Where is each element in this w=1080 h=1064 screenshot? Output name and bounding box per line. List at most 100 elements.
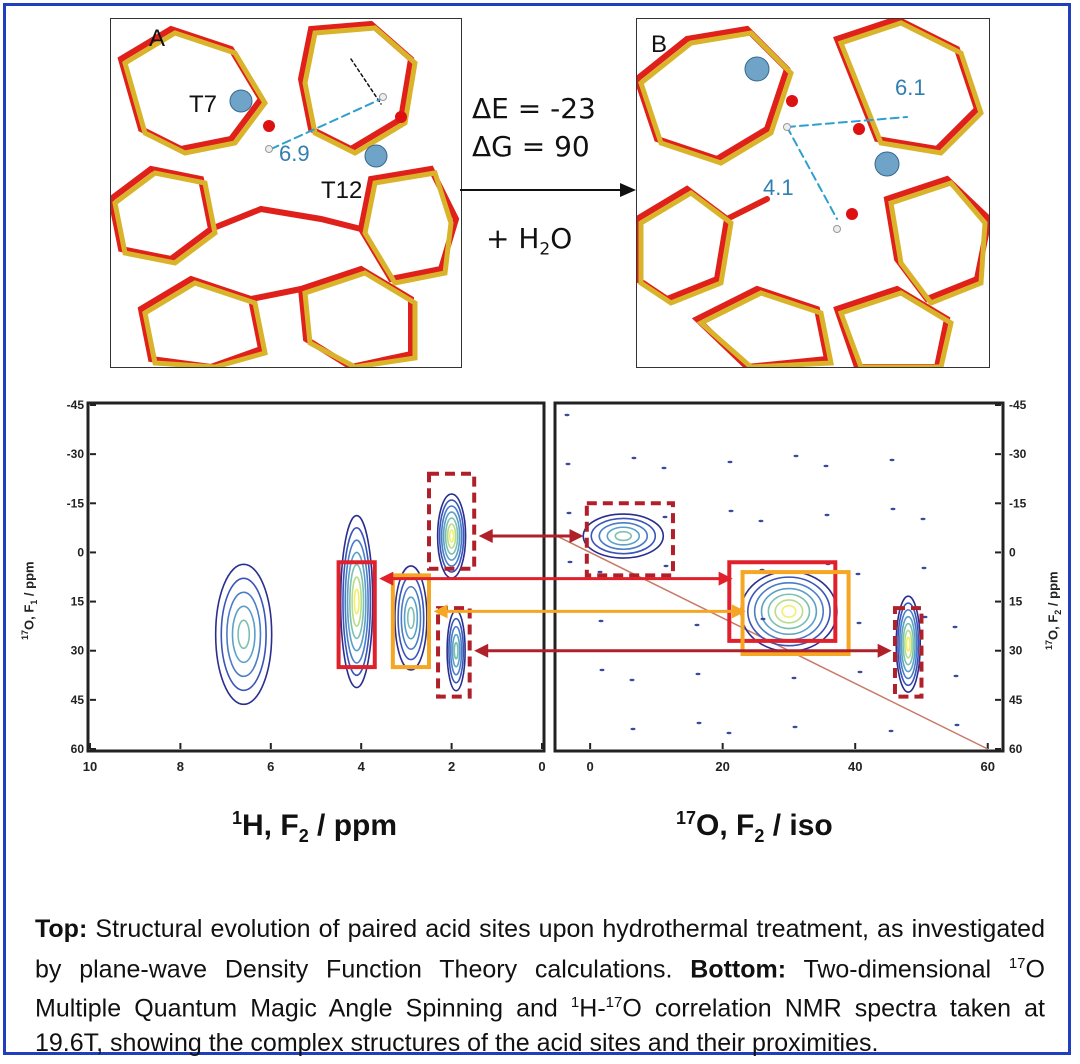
x-axis-title-right: 17O, F2 / iso	[676, 808, 833, 846]
contour-peak	[237, 619, 251, 650]
x-tick-label-right: 20	[715, 759, 729, 774]
y-tick-label-left: 45	[71, 693, 85, 707]
noise-speck	[663, 564, 669, 568]
contour-peak	[606, 526, 641, 546]
contour-peak	[342, 527, 372, 677]
noise-speck	[952, 625, 958, 629]
arrow-bottom-head	[877, 643, 892, 658]
noise-speck	[921, 566, 927, 570]
structure-a-panel: A T7 T12 6.9	[110, 18, 462, 368]
noise-speck	[888, 729, 894, 733]
arrow-bottom-head	[474, 643, 489, 658]
noise-speck	[726, 731, 732, 735]
y-tick-label-right: -45	[1009, 398, 1027, 412]
box-left-top	[427, 471, 477, 571]
contour-peak	[346, 551, 367, 652]
contour-peak	[226, 591, 262, 678]
y-tick-label-left: -30	[67, 447, 85, 461]
x-tick-label-left: 10	[83, 759, 97, 774]
panel-a-label: A	[149, 25, 166, 52]
contour-peak	[403, 596, 419, 640]
caption-bottom-label: Bottom:	[690, 954, 787, 983]
y-tick-label-left: -45	[67, 398, 85, 412]
contour-peak	[214, 563, 273, 706]
y-tick-label-left: -15	[67, 496, 85, 510]
reaction-arrow	[460, 183, 636, 197]
contour-peak	[353, 588, 360, 615]
contour-peak	[898, 609, 918, 680]
contour-peak	[220, 577, 267, 692]
site-t12-label: T12	[321, 177, 363, 204]
figure-caption: Top: Structural evolution of paired acid…	[35, 915, 1045, 1058]
contour-peak	[231, 605, 256, 664]
noise-speck	[598, 619, 604, 623]
contour-peak	[406, 606, 415, 630]
structure-b-panel: B 6.1 4.1	[636, 18, 990, 368]
contour-peak	[451, 633, 461, 668]
noise-speck	[760, 617, 766, 621]
box-right-top	[584, 501, 675, 578]
x-axis-title-left: 1H, F2 / ppm	[232, 808, 398, 846]
noise-speck	[855, 572, 861, 576]
y-tick-label-right: 45	[1009, 693, 1023, 707]
contour-peak	[442, 511, 461, 561]
structure-a-image	[111, 20, 460, 367]
contour-peak	[905, 636, 911, 652]
contour-peak	[897, 602, 920, 687]
contour-peak	[598, 522, 649, 551]
water-label: + H2O	[486, 222, 573, 260]
y-tick-label-left: 0	[77, 545, 84, 559]
contour-peak	[438, 499, 465, 573]
plot-right-frame	[553, 401, 1005, 753]
noise-speck	[889, 458, 895, 462]
box-left-bottom	[436, 606, 472, 699]
contour-peak	[339, 514, 374, 689]
noise-speck	[792, 725, 798, 729]
x-tick-label-right: 0	[587, 759, 594, 774]
contour-peak	[453, 641, 459, 660]
contour-peak	[760, 587, 818, 636]
contour-peak	[781, 604, 797, 618]
x-tick-label-left: 4	[358, 759, 366, 774]
contour-peak	[394, 565, 428, 671]
y-tick-label-right: 60	[1009, 742, 1023, 756]
contour-peak	[448, 617, 465, 684]
contour-peak	[767, 593, 811, 630]
contour-peak	[746, 576, 831, 647]
noise-speck	[695, 672, 701, 676]
contour-peak	[400, 585, 422, 650]
noise-speck	[694, 623, 700, 627]
x-tick-label-right: 60	[981, 759, 995, 774]
y-axis-title-left: 17O, F1 / ppm	[20, 561, 39, 640]
noise-speck	[599, 668, 605, 672]
noise-speck	[953, 674, 959, 678]
arrow-orange-head	[433, 604, 448, 619]
x-tick-label-left: 8	[177, 759, 184, 774]
arrow-top-head	[478, 529, 493, 544]
noise-speck	[824, 513, 830, 517]
contour-peak	[449, 625, 463, 676]
noise-speck	[954, 723, 960, 727]
noise-speck	[661, 466, 667, 470]
x-tick-label-right: 40	[848, 759, 862, 774]
box-right-main	[727, 560, 838, 643]
noise-speck	[567, 560, 573, 564]
y-tick-label-right: -15	[1009, 496, 1027, 510]
contour-peak	[440, 505, 463, 567]
contour-peak	[349, 563, 365, 640]
noise-speck	[857, 670, 863, 674]
site-t7-label: T7	[189, 91, 218, 118]
contour-peak	[903, 629, 913, 659]
arrow-top-head	[569, 529, 584, 544]
contour-peak	[351, 576, 363, 627]
arrow-main-head	[379, 571, 394, 586]
y-tick-label-right: 30	[1009, 644, 1023, 658]
box-left-main	[336, 560, 377, 670]
contour-peak	[446, 523, 457, 549]
box-right-side	[892, 606, 924, 699]
y-tick-label-left: 60	[71, 742, 85, 756]
noise-speck	[566, 511, 572, 515]
plot-left-frame	[86, 401, 546, 753]
delta-g-label: ΔG = 90	[472, 130, 590, 163]
